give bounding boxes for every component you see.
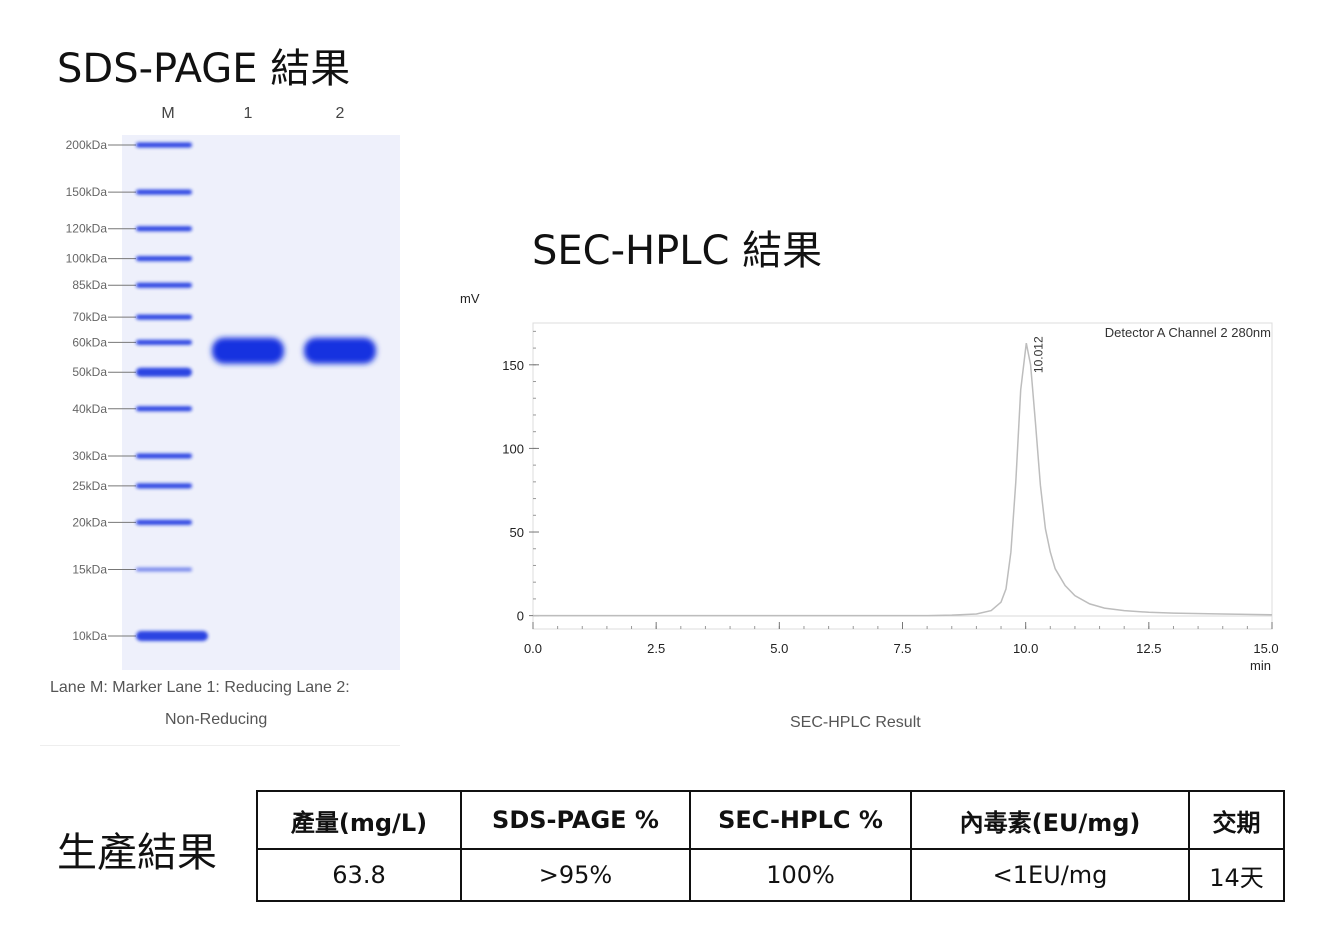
sample-band-lane-2: [304, 337, 376, 364]
lane-label-1: 1: [244, 105, 253, 122]
marker-band: [136, 406, 192, 412]
marker-band: [136, 631, 208, 641]
marker-label: 120kDa: [66, 222, 108, 236]
x-tick-label: 12.5: [1136, 641, 1161, 656]
marker-band: [136, 483, 192, 489]
marker-label: 40kDa: [72, 402, 107, 416]
cell-sec-hplc: 100%: [689, 848, 912, 902]
header-yield: 產量(mg/L): [256, 790, 462, 850]
marker-band: [136, 282, 192, 288]
plot-frame: [532, 322, 1273, 630]
sec-hplc-chart: mV min 0.0 2.5 5.0 7.5 10.0 12.5 15.0 0 50 100 15…: [460, 291, 1279, 673]
table-row: 63.8 >95% 100% <1EU/mg 14天: [256, 848, 1285, 902]
marker-band: [136, 256, 192, 262]
x-tick-label: 0.0: [524, 641, 542, 656]
marker-band: [136, 567, 192, 572]
gel-divider: [40, 745, 400, 746]
sec-hplc-title: SEC-HPLC 結果: [532, 228, 823, 274]
marker-label: 30kDa: [72, 449, 107, 463]
header-delivery: 交期: [1188, 790, 1285, 850]
production-title: 生產結果: [57, 830, 217, 876]
cell-endotoxin: <1EU/mg: [910, 848, 1190, 902]
x-tick-label: 5.0: [770, 641, 788, 656]
sds-page-title: SDS-PAGE 結果: [57, 46, 351, 92]
x-tick-label: 15.0: [1253, 641, 1278, 656]
lane-label-2: 2: [336, 105, 345, 122]
marker-band: [136, 519, 192, 525]
marker-band: [136, 453, 192, 459]
y-tick-label: 100: [502, 441, 524, 456]
x-tick-label: 7.5: [893, 641, 911, 656]
x-axis-label: min: [1250, 658, 1271, 673]
marker-label: 15kDa: [72, 563, 107, 577]
marker-label: 25kDa: [72, 479, 107, 493]
header-sds-page: SDS-PAGE %: [460, 790, 691, 850]
marker-label: 85kDa: [72, 278, 107, 292]
peak-annotation: 10.012: [1031, 336, 1045, 373]
marker-label: 60kDa: [72, 335, 107, 349]
marker-label: 150kDa: [66, 185, 108, 199]
cell-delivery: 14天: [1188, 848, 1285, 902]
marker-band: [136, 314, 192, 320]
sample-band-lane-1: [212, 337, 284, 364]
header-endotoxin: 內毒素(EU/mg): [910, 790, 1190, 850]
marker-band: [136, 142, 192, 148]
y-tick-label: 0: [517, 609, 524, 624]
marker-band: [136, 226, 192, 232]
cell-sds-page: >95%: [460, 848, 691, 902]
x-tick-label: 10.0: [1013, 641, 1038, 656]
series-trace: [533, 342, 1273, 617]
marker-band: [136, 189, 192, 195]
gel-background: [122, 135, 400, 670]
gel-caption-line1: Lane M: Marker Lane 1: Reducing Lane 2:: [50, 679, 350, 696]
gel-caption-line2: Non-Reducing: [165, 711, 268, 728]
production-results-table: 產量(mg/L) SDS-PAGE % SEC-HPLC % 內毒素(EU/mg…: [256, 790, 1285, 902]
marker-band: [136, 367, 192, 377]
legend-entry: Detector A Channel 2 280nm: [1105, 325, 1271, 340]
y-tick-label: 50: [510, 525, 524, 540]
table-header-row: 產量(mg/L) SDS-PAGE % SEC-HPLC % 內毒素(EU/mg…: [256, 790, 1285, 850]
cell-yield: 63.8: [256, 848, 462, 902]
lane-label-M: M: [161, 105, 174, 122]
marker-label: 100kDa: [66, 252, 108, 266]
sec-hplc-caption: SEC-HPLC Result: [790, 714, 921, 731]
marker-label: 200kDa: [66, 138, 108, 152]
marker-band: [136, 339, 192, 345]
marker-label: 50kDa: [72, 365, 107, 379]
marker-label: 10kDa: [72, 629, 107, 643]
marker-label: 70kDa: [72, 310, 107, 324]
x-tick-label: 2.5: [647, 641, 665, 656]
marker-label: 20kDa: [72, 515, 107, 529]
header-sec-hplc: SEC-HPLC %: [689, 790, 912, 850]
y-tick-label: 150: [502, 358, 524, 373]
y-axis-label: mV: [460, 291, 480, 306]
sds-page-gel: M 1 2 200kDa 150kDa 120kDa 100kDa 85kDa 70kDa 60…: [66, 105, 400, 670]
